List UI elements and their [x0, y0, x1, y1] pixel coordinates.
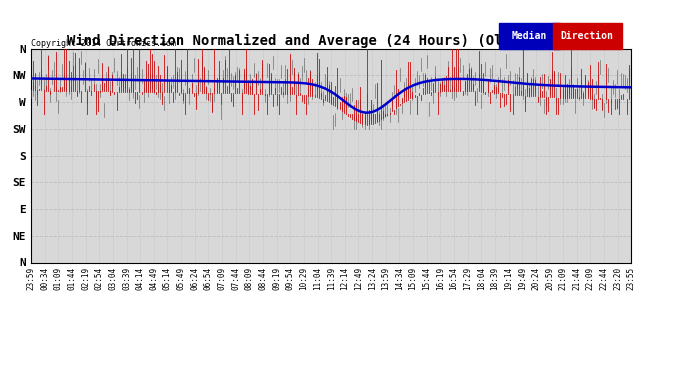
Title: Wind Direction Normalized and Average (24 Hours) (Old) 20140206: Wind Direction Normalized and Average (2…: [68, 33, 595, 48]
Text: Median: Median: [511, 31, 547, 40]
Text: Copyright 2014 Cartronics.com: Copyright 2014 Cartronics.com: [31, 39, 176, 48]
Text: Direction: Direction: [561, 31, 613, 40]
